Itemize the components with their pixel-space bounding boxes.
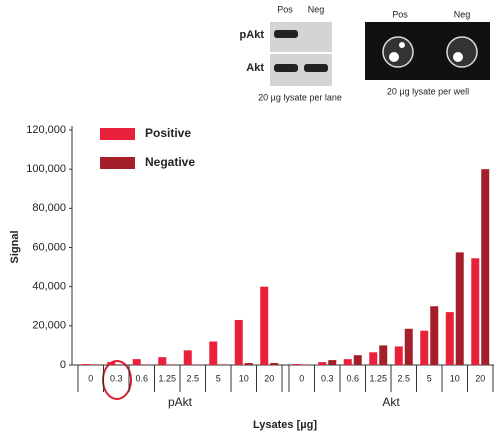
spot bbox=[453, 52, 463, 62]
blot-inset: Pos Neg pAkt Akt 20 µg lysate per lane bbox=[240, 4, 342, 102]
caption: 20 µg lysate per well bbox=[387, 86, 469, 96]
bar bbox=[302, 364, 311, 365]
x-tick-label: 0 bbox=[88, 373, 93, 383]
bar bbox=[193, 364, 202, 365]
x-tick-label: 2.5 bbox=[397, 373, 410, 383]
y-tick-label: 100,000 bbox=[26, 163, 66, 175]
spot bbox=[389, 52, 399, 62]
bar bbox=[117, 364, 126, 365]
x-tick-label: 1.25 bbox=[158, 373, 176, 383]
x-tick-label: 1.25 bbox=[369, 373, 387, 383]
bar bbox=[132, 359, 141, 365]
bar bbox=[343, 359, 352, 365]
bar bbox=[328, 360, 337, 365]
y-tick-label: 80,000 bbox=[32, 202, 66, 214]
x-tick-label: 10 bbox=[450, 373, 460, 383]
wells-inset: Pos Neg 20 µg lysate per well bbox=[365, 9, 490, 96]
y-tick-label: 120,000 bbox=[26, 124, 66, 136]
x-tick-label: 0.3 bbox=[321, 373, 334, 383]
bar bbox=[379, 345, 388, 365]
bar bbox=[420, 330, 429, 365]
bar bbox=[394, 346, 403, 365]
x-tick-label: 0.6 bbox=[346, 373, 359, 383]
bar bbox=[369, 352, 378, 365]
x-tick-label: 10 bbox=[239, 373, 249, 383]
x-tick-label: 0.6 bbox=[135, 373, 148, 383]
blot-band bbox=[304, 64, 328, 72]
spot bbox=[399, 42, 405, 48]
x-tick-label: 0.3 bbox=[110, 373, 123, 383]
blot-band bbox=[274, 30, 298, 38]
row-label: Akt bbox=[246, 62, 264, 74]
bar bbox=[234, 319, 243, 365]
caption: 20 µg lysate per lane bbox=[258, 92, 342, 102]
lane-label: Neg bbox=[308, 4, 325, 14]
well bbox=[382, 36, 414, 68]
x-tick-label: 5 bbox=[216, 373, 221, 383]
bar bbox=[260, 286, 269, 365]
bar bbox=[292, 364, 301, 365]
y-axis-title: Signal bbox=[9, 230, 21, 263]
bar bbox=[430, 306, 439, 365]
bar bbox=[168, 364, 177, 365]
row-label: pAkt bbox=[240, 29, 265, 41]
bar bbox=[158, 357, 167, 365]
bar bbox=[445, 312, 454, 365]
group-label: Akt bbox=[382, 395, 400, 409]
x-tick-label: 20 bbox=[264, 373, 274, 383]
y-tick-label: 0 bbox=[60, 359, 66, 371]
bar bbox=[183, 350, 192, 365]
group-label: pAkt bbox=[168, 395, 193, 409]
legend-swatch bbox=[100, 157, 135, 169]
x-tick-label: 0 bbox=[299, 373, 304, 383]
bar bbox=[209, 341, 218, 365]
bar bbox=[471, 258, 480, 365]
y-tick-label: 60,000 bbox=[32, 241, 66, 253]
bar bbox=[91, 364, 100, 365]
legend-swatch bbox=[100, 128, 135, 140]
bar bbox=[270, 363, 279, 365]
x-axis-title: Lysates [µg] bbox=[253, 419, 317, 431]
bar bbox=[455, 252, 464, 365]
bar bbox=[353, 355, 362, 365]
legend-label: Negative bbox=[145, 155, 195, 169]
lane-label: Neg bbox=[454, 9, 471, 19]
bar bbox=[318, 362, 327, 365]
lane-label: Pos bbox=[392, 9, 408, 19]
blot-band bbox=[274, 64, 298, 72]
lane-label: Pos bbox=[277, 4, 293, 14]
x-tick-label: 5 bbox=[427, 373, 432, 383]
x-tick-label: 20 bbox=[475, 373, 485, 383]
bar bbox=[244, 363, 253, 365]
bar bbox=[219, 364, 228, 365]
y-tick-label: 40,000 bbox=[32, 281, 66, 293]
bar bbox=[107, 362, 116, 365]
x-tick-label: 2.5 bbox=[186, 373, 199, 383]
well bbox=[446, 36, 478, 68]
bar bbox=[404, 328, 413, 365]
legend-label: Positive bbox=[145, 126, 191, 140]
bar bbox=[481, 169, 490, 365]
bar bbox=[81, 364, 90, 365]
bar bbox=[142, 364, 151, 365]
y-tick-label: 20,000 bbox=[32, 320, 66, 332]
